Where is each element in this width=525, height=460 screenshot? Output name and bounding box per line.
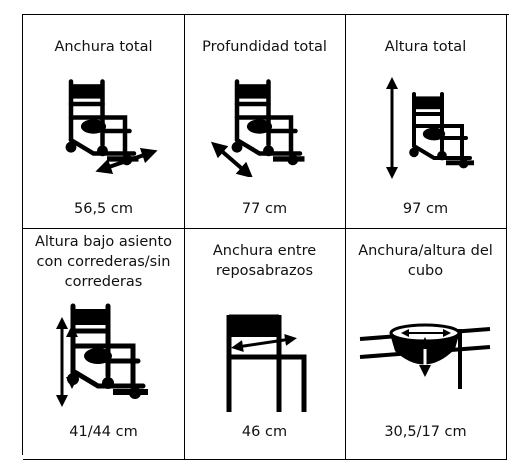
icon bbox=[56, 301, 158, 407]
spec-cell: Anchura/altura del cubo 30,5/17 cm bbox=[345, 229, 507, 460]
spec-cell: Altura bajo asiento con correderas/sin c… bbox=[23, 229, 185, 460]
spec-value: 30,5/17 cm bbox=[384, 424, 467, 440]
spec-cell: Anchura total 56,5 cm bbox=[23, 15, 185, 229]
icon bbox=[210, 77, 319, 177]
spec-value: 56,5 cm bbox=[74, 201, 133, 217]
icon bbox=[226, 314, 307, 412]
spec-label: Anchura/altura del cubo bbox=[358, 243, 493, 279]
icon bbox=[386, 77, 480, 179]
spec-value: 77 cm bbox=[241, 201, 288, 217]
spec-label: Altura bajo asiento con correderas/sin c… bbox=[34, 234, 172, 290]
page: Anchura total 56,5 cm Profundidad total … bbox=[22, 14, 509, 460]
icon bbox=[48, 77, 158, 174]
spec-cell: Profundidad total 77 cm bbox=[184, 15, 346, 229]
spec-cell: Anchura entre reposabrazos 46 cm bbox=[184, 229, 346, 460]
spec-label: Anchura total bbox=[54, 39, 153, 55]
spec-value: 46 cm bbox=[241, 424, 288, 440]
spec-value: 41/44 cm bbox=[69, 424, 138, 440]
spec-label: Profundidad total bbox=[202, 39, 327, 55]
icon bbox=[359, 323, 491, 389]
spec-label: Altura total bbox=[384, 39, 467, 55]
spec-grid: Anchura total 56,5 cm Profundidad total … bbox=[22, 14, 509, 460]
spec-label: Anchura entre reposabrazos bbox=[212, 243, 317, 279]
spec-value: 97 cm bbox=[402, 201, 449, 217]
spec-cell: Altura total 97 cm bbox=[345, 15, 507, 229]
